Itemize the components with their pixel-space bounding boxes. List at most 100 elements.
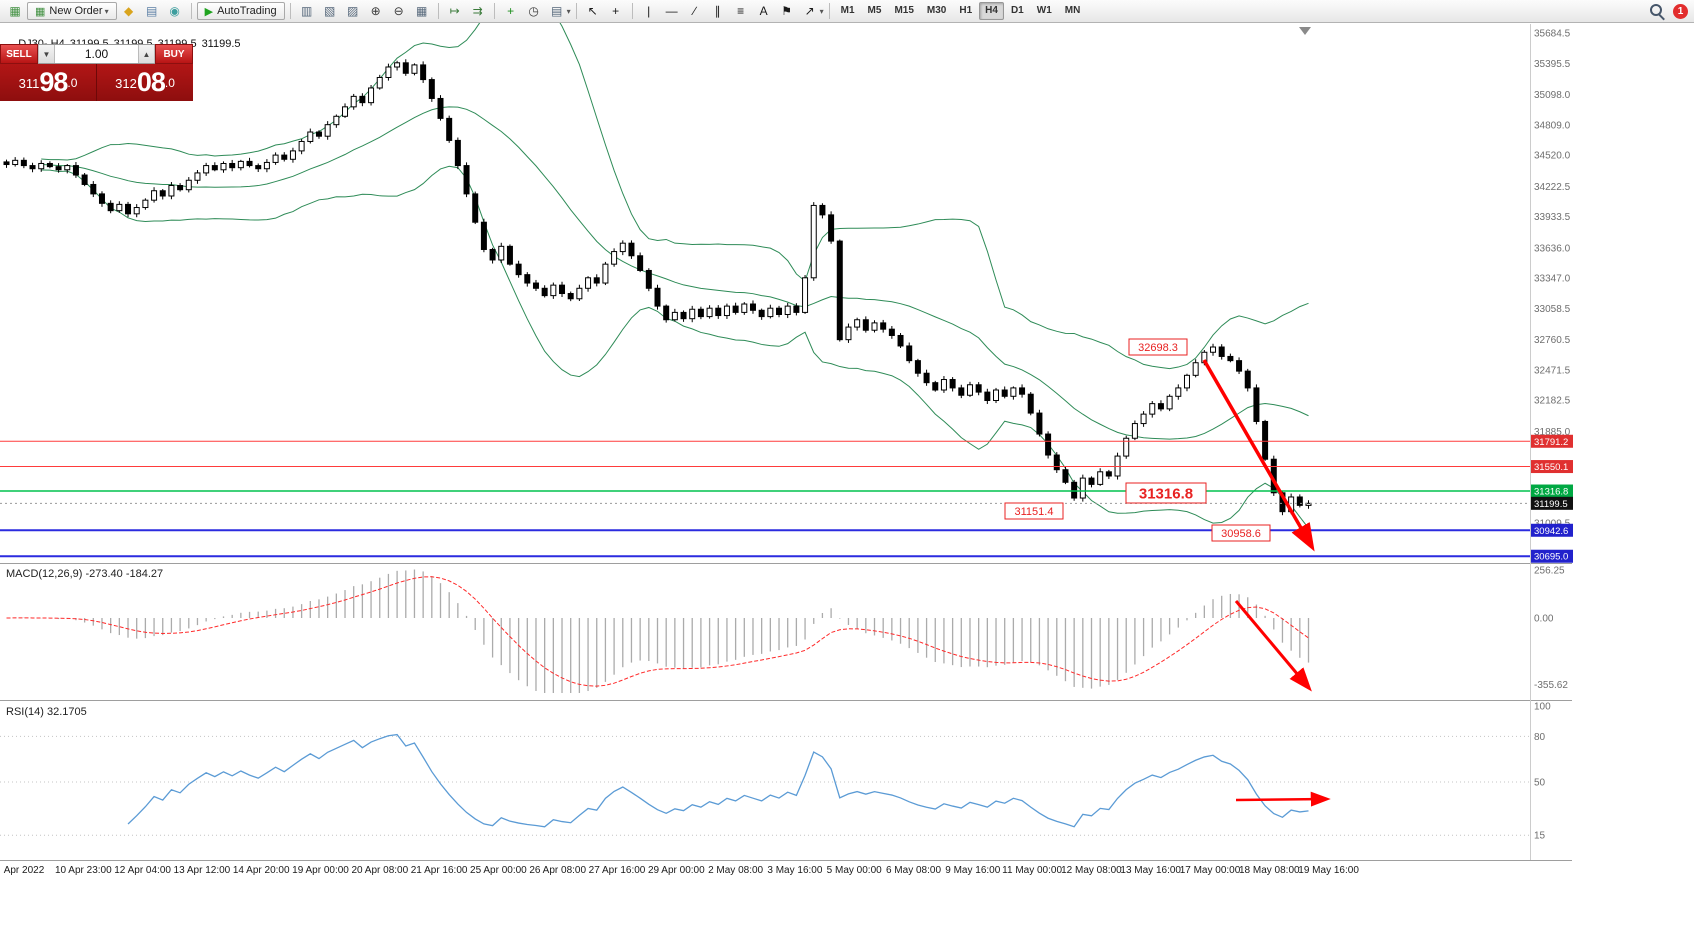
time-axis-label: 19 Apr 00:00 [292,865,349,876]
new-window-icon[interactable]: + [507,4,515,18]
candle-body [862,319,869,331]
timeframe-m1[interactable]: M1 [840,5,855,16]
price-scale-badge [1531,549,1573,563]
timeframe-w1[interactable]: W1 [1036,5,1052,16]
arrows-icon[interactable]: ↗ [804,4,815,18]
vertical-line-icon[interactable]: | [647,4,651,18]
crosshair-icon[interactable]: + [612,4,620,18]
time-axis-label: 18 May 08:00 [1239,865,1300,876]
candle-body [107,202,114,212]
trend-arrow-macd[interactable] [1234,600,1312,692]
candle-body [671,311,678,321]
zoom-in-icon[interactable]: ⊕ [370,4,381,18]
candle-body [55,166,62,171]
candle-body [819,204,826,216]
timeframe-toolbar: M1 M5 M15 M30 H1 H4 D1 W1 MN [835,2,1087,20]
buy-price[interactable]: 312 08.0 [96,64,193,101]
candle-body [1001,389,1008,397]
candle-body [776,307,783,315]
price-annotation[interactable]: 32698.3 [1128,338,1188,356]
period-clock-icon[interactable]: ◷ [528,4,539,18]
close-value: 31199.5 [201,38,241,50]
sell-price[interactable]: 311 98.0 [0,64,96,101]
time-axis-label: Apr 2022 [4,865,45,876]
price-annotation[interactable]: 31151.4 [1004,502,1064,520]
timeframe-m30[interactable]: M30 [926,5,947,16]
timeframe-m5[interactable]: M5 [867,5,882,16]
print-icon[interactable]: ▤ [145,4,158,18]
candle-body [637,255,644,271]
candle-body [394,62,401,68]
price-annotation[interactable]: 31316.8 [1125,482,1207,504]
candle-body [437,97,444,119]
new-order-button[interactable]: ▦ New Order ▾ [27,2,117,20]
time-axis-label: 26 Apr 08:00 [529,865,586,876]
candle-body [333,115,340,126]
search-icon[interactable] [1649,3,1666,20]
timeframe-h4[interactable]: H4 [979,2,1004,20]
volume-decrease-button[interactable]: ▼ [38,45,55,63]
candle-body [880,322,887,330]
sell-button[interactable]: SELL [0,44,38,64]
cursor-icon[interactable]: ↖ [587,4,598,18]
text-icon[interactable]: A [759,4,768,18]
new-chart-icon[interactable]: ▦ [9,4,21,18]
timeframe-d1[interactable]: D1 [1010,5,1024,16]
candle-body [168,185,175,197]
candle-body [315,131,322,137]
macd-signal-line [6,576,1309,687]
trend-arrow-main[interactable] [1202,359,1315,552]
timeframe-mn[interactable]: MN [1064,5,1081,16]
price-scale-badge [1531,523,1573,537]
candle-body [1183,374,1190,389]
label-icon[interactable]: ⚑ [781,4,792,18]
candle-body [758,309,765,318]
candle-body [854,319,861,328]
bollinger-bands [41,0,1309,529]
volume-input[interactable] [55,45,138,63]
indicator-list-icon[interactable]: ▥ [300,4,313,18]
price-scale-label: 33347.0 [1534,274,1571,285]
community-icon[interactable]: ◉ [169,4,180,18]
chart-shift-marker[interactable] [1299,27,1311,35]
trendline-icon[interactable]: ∕ [693,4,696,18]
autotrading-button[interactable]: ▶ AutoTrading [196,2,285,20]
trend-arrow-rsi[interactable] [1235,791,1331,807]
horizontal-line-icon[interactable]: — [665,4,678,18]
search-lens [1650,3,1662,16]
channel-icon[interactable]: ∥ [714,4,721,18]
templates-icon[interactable]: ▤ [550,4,563,18]
notification-badge[interactable]: 1 [1673,3,1688,19]
candle-body [576,287,583,300]
zoom-out-icon[interactable]: ⊖ [393,4,404,18]
candle-body [741,303,748,313]
candle-body [420,64,427,81]
timeframe-m15[interactable]: M15 [894,5,914,16]
trade-panel-prices: 311 98.0 312 08.0 [0,64,193,101]
candle-body [767,307,774,318]
candle-body [836,240,843,341]
tile-windows-icon[interactable]: ▦ [415,4,428,18]
chart-shift-icon[interactable]: ⇉ [472,4,483,18]
time-axis-label: 17 May 00:00 [1180,865,1241,876]
timeframe-h1[interactable]: H1 [959,5,973,16]
auto-scroll-icon[interactable]: ↦ [449,4,460,18]
buy-button[interactable]: BUY [155,44,193,64]
candle-body [272,154,279,163]
time-axis-label: 6 May 08:00 [886,865,941,876]
price-annotation[interactable]: 30958.6 [1211,524,1271,542]
volume-increase-button[interactable]: ▲ [138,45,155,63]
expert-advisors-icon[interactable]: ◆ [123,4,134,18]
fibonacci-icon[interactable]: ≡ [737,4,745,18]
bar-chart-icon[interactable]: ▧ [323,4,336,18]
candle-body [385,66,392,78]
line-chart-icon[interactable]: ▨ [346,4,359,18]
time-axis-label: 10 Apr 23:00 [55,865,112,876]
candle-body [784,305,791,315]
chevron-down-icon: ▾ [104,6,109,16]
candle-body [611,251,618,265]
candle-body [376,76,383,89]
candle-body [324,124,331,137]
price-scale-label: 34520.0 [1534,151,1571,162]
